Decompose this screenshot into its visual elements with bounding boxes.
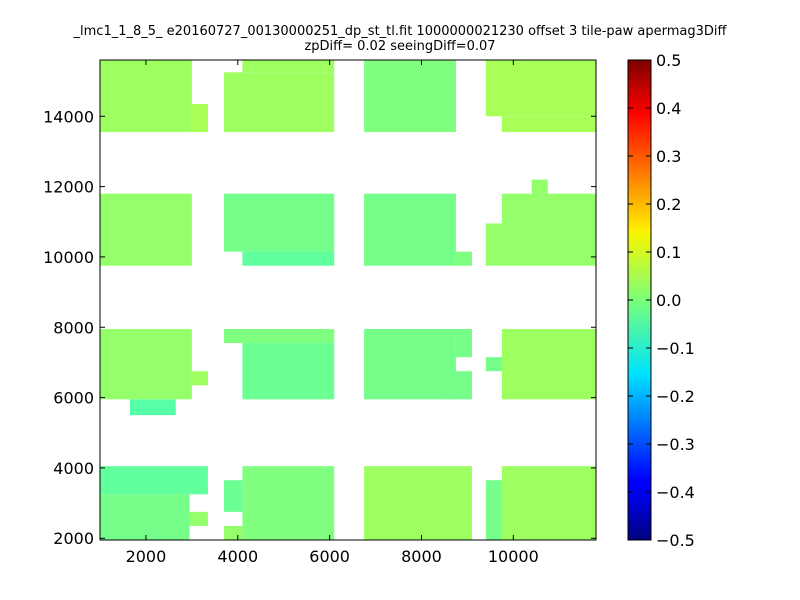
y-tick-label: 10000 bbox=[43, 248, 94, 267]
heatmap-cell-5 bbox=[485, 60, 596, 117]
heatmap-cell-11 bbox=[455, 251, 472, 266]
heatmap-cell-25 bbox=[100, 466, 208, 495]
x-tick-label: 10000 bbox=[488, 547, 539, 566]
y-tick-label: 6000 bbox=[53, 389, 94, 408]
colorbar-tick-label: 0.2 bbox=[656, 195, 681, 214]
y-tick-label: 2000 bbox=[53, 529, 94, 548]
heatmap-cell-0 bbox=[100, 60, 192, 133]
y-tick-label: 8000 bbox=[53, 318, 94, 337]
heatmap-cell-17 bbox=[129, 399, 176, 416]
data-patches bbox=[100, 60, 596, 540]
heatmap-cell-6 bbox=[501, 116, 596, 133]
heatmap-cell-7 bbox=[100, 193, 192, 266]
heatmap-cell-12 bbox=[485, 223, 596, 266]
x-axis: 2000 4000 6000 8000 10000 bbox=[126, 60, 539, 566]
heatmap-cell-21 bbox=[455, 329, 472, 358]
y-axis: 2000 4000 6000 8000 10000 12000 14000 bbox=[43, 107, 596, 548]
heatmap-cell-30 bbox=[224, 525, 243, 540]
chart-subtitle: zpDiff= 0.02 seeingDiff=0.07 bbox=[304, 39, 496, 54]
heatmap-cell-16 bbox=[191, 371, 208, 386]
heatmap-cell-26 bbox=[100, 494, 190, 540]
heatmap-cell-19 bbox=[242, 343, 335, 400]
heatmap-cell-10 bbox=[364, 193, 456, 266]
x-tick-label: 8000 bbox=[401, 547, 442, 566]
colorbar-axis: 0.5 0.4 0.3 0.2 0.1 0.0 −0.1 −0.2 −0.3 −0.4 −0.5 bbox=[628, 51, 695, 550]
heatmap-cell-22 bbox=[442, 371, 472, 400]
heatmap-cell-20 bbox=[364, 329, 456, 400]
chart-title: _lmc1_1_8_5_ e20160727_00130000251_dp_st… bbox=[73, 24, 727, 39]
y-tick-label: 12000 bbox=[43, 178, 94, 197]
heatmap-cell-33 bbox=[485, 480, 502, 540]
heatmap-cell-31 bbox=[364, 466, 472, 540]
heatmap-cell-18 bbox=[224, 329, 335, 344]
heatmap-cell-15 bbox=[100, 329, 192, 400]
colorbar-tick-label: 0.0 bbox=[656, 291, 681, 310]
colorbar-tick-label: −0.3 bbox=[656, 435, 695, 454]
heatmap-cell-1 bbox=[191, 103, 208, 133]
x-tick-label: 6000 bbox=[309, 547, 350, 566]
heatmap-cell-3 bbox=[242, 60, 335, 73]
heatmap-cell-2 bbox=[224, 72, 335, 133]
heatmap-cell-32 bbox=[501, 466, 596, 540]
heatmap-cell-8 bbox=[224, 193, 335, 252]
plot-frame bbox=[99, 59, 597, 541]
colorbar-tick-label: −0.1 bbox=[656, 339, 695, 358]
heatmap-cell-13 bbox=[501, 193, 596, 224]
x-tick-label: 2000 bbox=[126, 547, 167, 566]
y-tick-label: 14000 bbox=[43, 107, 94, 126]
colorbar-tick-label: 0.3 bbox=[656, 147, 681, 166]
heatmap-cell-23 bbox=[501, 329, 596, 400]
colorbar-tick-label: 0.4 bbox=[656, 99, 681, 118]
heatmap-cell-27 bbox=[189, 511, 208, 526]
x-tick-label: 4000 bbox=[217, 547, 258, 566]
heatmap-cell-9 bbox=[242, 251, 335, 266]
colorbar-tick-label: 0.5 bbox=[656, 51, 681, 70]
heatmap-cell-14 bbox=[531, 179, 548, 194]
heatmap-cell-28 bbox=[242, 466, 335, 540]
heatmap-cell-4 bbox=[364, 60, 456, 133]
colorbar-tick-label: −0.5 bbox=[656, 531, 695, 550]
colorbar-tick-label: −0.4 bbox=[656, 483, 695, 502]
colorbar-tick-label: 0.1 bbox=[656, 243, 681, 262]
heatmap-cell-29 bbox=[224, 480, 243, 512]
colorbar-tick-label: −0.2 bbox=[656, 387, 695, 406]
heatmap-cell-24 bbox=[485, 357, 502, 372]
y-tick-label: 4000 bbox=[53, 459, 94, 478]
